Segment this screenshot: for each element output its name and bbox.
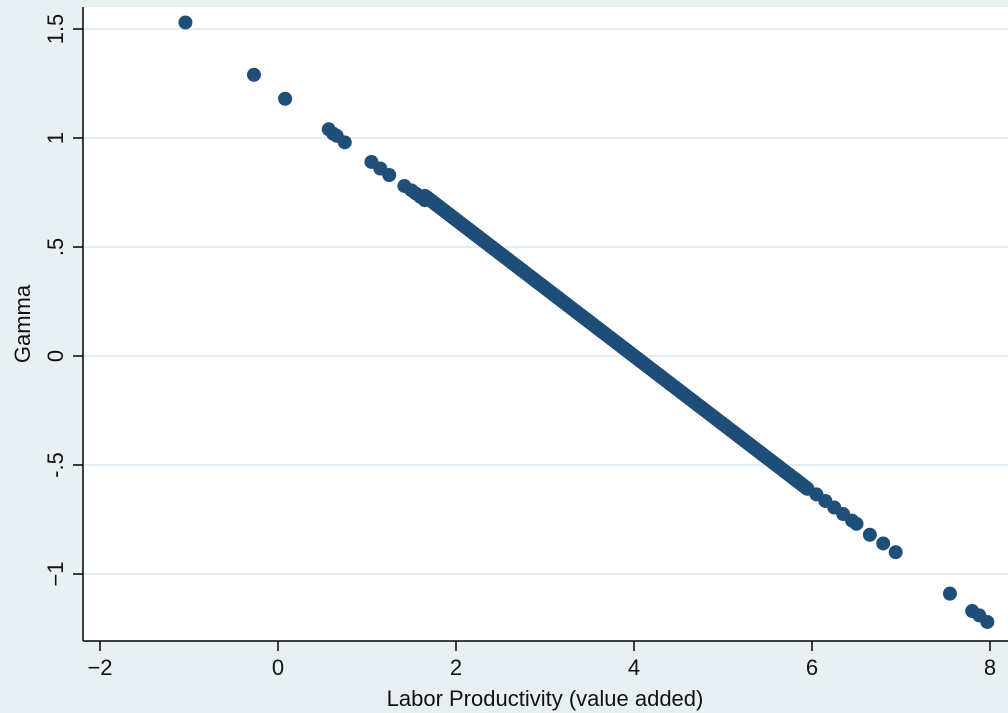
- y-axis-ticks: −1 -.5 0 .5 1 1.5: [43, 14, 83, 587]
- data-point: [849, 516, 864, 531]
- data-point: [888, 545, 903, 560]
- y-tick-label: .5: [43, 238, 68, 256]
- x-tick-label: 8: [984, 655, 996, 680]
- y-tick-label: 1: [43, 132, 68, 144]
- y-tick-label: 1.5: [43, 14, 68, 45]
- y-axis-title: Gamma: [10, 284, 35, 363]
- gridlines: [83, 28, 1008, 575]
- data-point: [942, 586, 957, 601]
- data-point: [382, 168, 397, 183]
- plot-area: [83, 7, 1008, 641]
- data-point: [862, 527, 877, 542]
- x-tick-label: −2: [87, 655, 112, 680]
- data-point: [278, 91, 293, 106]
- axes: [82, 7, 1008, 642]
- y-tick-label: 0: [43, 350, 68, 362]
- data-points: [178, 15, 995, 629]
- data-point: [337, 135, 352, 150]
- x-tick-label: 0: [272, 655, 284, 680]
- x-tick-label: 6: [806, 655, 818, 680]
- x-axis-ticks: −2 0 2 4 6 8: [87, 641, 996, 680]
- y-tick-label: -.5: [43, 452, 68, 478]
- data-point: [876, 536, 891, 551]
- y-tick-label: −1: [43, 561, 68, 586]
- x-axis-title: Labor Productivity (value added): [387, 686, 704, 711]
- x-tick-label: 4: [628, 655, 640, 680]
- x-tick-label: 2: [450, 655, 462, 680]
- data-point: [980, 614, 995, 629]
- data-point: [246, 67, 261, 82]
- data-point: [800, 481, 815, 496]
- data-point: [178, 15, 193, 30]
